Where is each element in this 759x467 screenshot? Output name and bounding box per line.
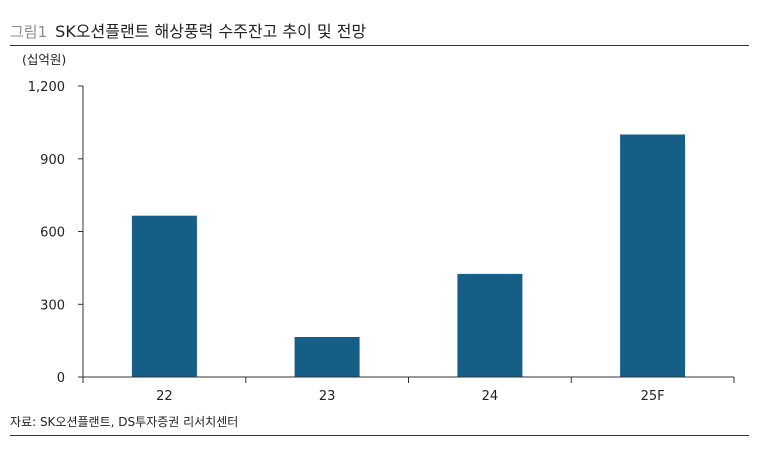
bar-chart: 22 23 24 25F 0 300 600 900 1,200	[28, 80, 735, 404]
x-tick-label: 25F	[641, 389, 665, 404]
bar-22	[131, 215, 197, 377]
y-axis-unit-label: (십억원)	[22, 52, 67, 67]
bottom-divider	[10, 435, 749, 436]
bar-25F	[620, 134, 686, 377]
x-tick-label: 23	[319, 389, 336, 404]
x-tick-label: 22	[156, 389, 173, 404]
axes-layer	[78, 85, 735, 383]
bar-23	[294, 337, 360, 377]
figure-label: 그림1	[10, 23, 48, 41]
y-tick-label: 900	[40, 153, 65, 168]
y-tick-label: 0	[57, 371, 65, 386]
source-note: 자료: SK오션플랜트, DS투자증권 리서치센터	[10, 415, 239, 429]
chart-title: SK오션플랜트 해상풍력 수주잔고 추이 및 전망	[55, 22, 367, 41]
figure-header: 그림1 SK오션플랜트 해상풍력 수주잔고 추이 및 전망	[10, 18, 366, 42]
tick-labels-layer: 22 23 24 25F 0 300 600 900 1,200	[28, 80, 665, 404]
bars-layer	[131, 134, 686, 377]
y-tick-label: 600	[40, 226, 65, 241]
y-tick-label: 300	[40, 298, 65, 313]
top-divider	[10, 45, 749, 46]
bar-24	[457, 273, 523, 377]
y-tick-label: 1,200	[28, 80, 65, 95]
x-tick-label: 24	[482, 389, 499, 404]
